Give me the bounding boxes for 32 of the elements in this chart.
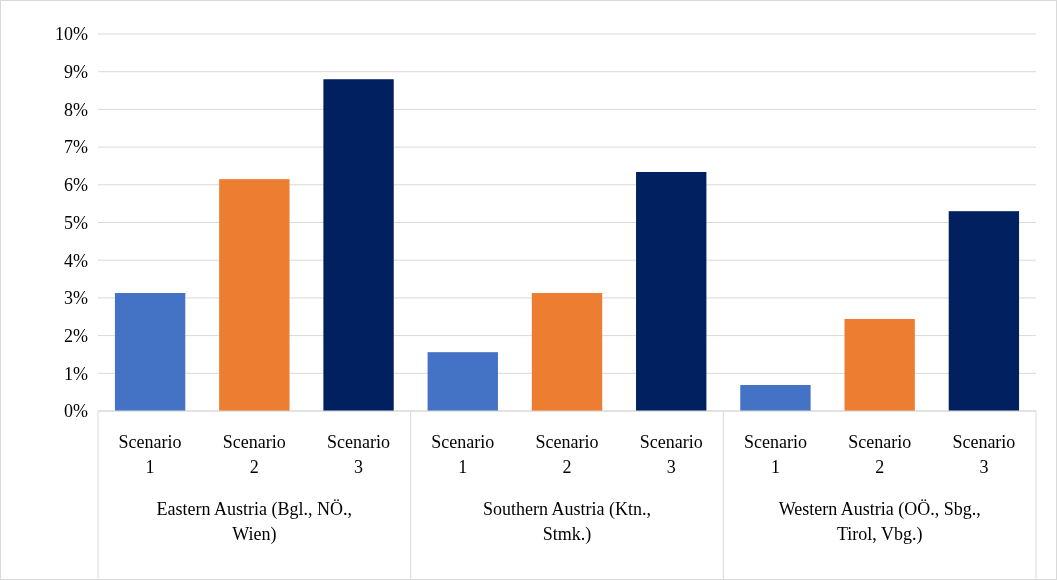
bar	[844, 319, 915, 411]
text: Scenario 1	[431, 432, 495, 477]
bar	[427, 352, 498, 411]
text: Scenario 2	[535, 432, 599, 477]
y-tick-label: 9%	[64, 62, 88, 82]
series-label: Scenario 2	[222, 432, 286, 477]
text: Scenario 3	[639, 432, 703, 477]
y-tick-label: 8%	[64, 99, 88, 120]
series-label: Scenario 1	[118, 432, 182, 477]
bar	[219, 179, 290, 411]
y-tick-label: 3%	[64, 288, 88, 309]
bar	[636, 171, 707, 411]
series-label: Scenario 3	[327, 432, 391, 477]
bar	[740, 384, 811, 411]
y-tick-label: 7%	[64, 137, 88, 158]
text: Scenario 1	[743, 432, 807, 477]
x-tick-label: Southern Austria (Ktn., Stmk.)	[483, 499, 651, 545]
text: Scenario 2	[848, 432, 912, 477]
bar	[531, 293, 603, 411]
x-tick-label: Eastern Austria (Bgl., NÖ., Wien)	[156, 499, 353, 545]
bar	[948, 211, 1020, 411]
text: Scenario 3	[952, 432, 1016, 477]
bar	[114, 293, 186, 411]
bar	[323, 79, 394, 411]
y-tick-label: 5%	[64, 212, 88, 233]
y-tick-label: 1%	[64, 363, 88, 384]
y-tick-label: 6%	[64, 175, 88, 196]
x-tick-label: Western Austria (OÖ., Sbg., Tirol, Vbg.)	[778, 499, 981, 545]
y-tick-label: 4%	[64, 250, 88, 271]
y-tick-label: 0%	[64, 401, 88, 422]
y-tick-label: 2%	[64, 325, 88, 346]
y-tick-label: 10%	[55, 24, 88, 45]
